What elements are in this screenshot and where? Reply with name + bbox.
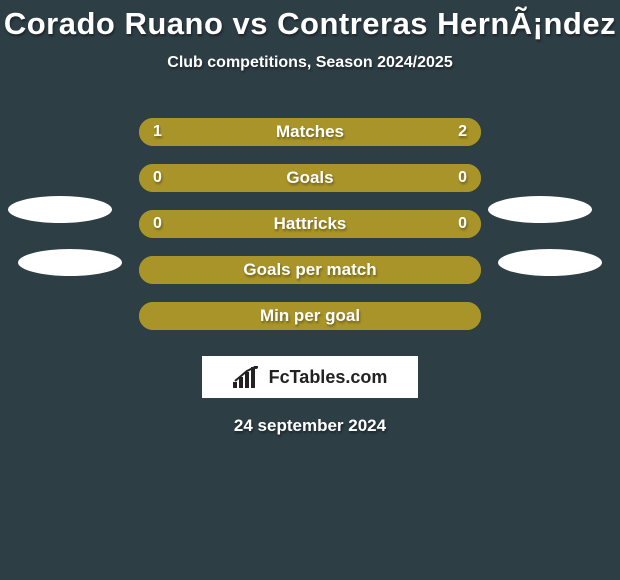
bar-track — [139, 210, 481, 238]
branding-box: FcTables.com — [202, 356, 418, 398]
branding-text: FcTables.com — [269, 367, 388, 388]
avatar-right-2 — [498, 249, 602, 276]
stat-bar: Min per goal — [139, 302, 481, 330]
bar-fill-right — [310, 164, 481, 192]
avatar-left-1 — [8, 196, 112, 223]
bar-fill-left — [139, 256, 481, 284]
page-title: Corado Ruano vs Contreras HernÃ¡ndez — [4, 6, 616, 42]
footer-date: 24 september 2024 — [234, 416, 386, 436]
bar-fill-left — [139, 118, 252, 146]
avatar-left-2 — [18, 249, 122, 276]
bar-fill-left — [139, 210, 310, 238]
bar-fill-left — [139, 302, 481, 330]
fctables-logo-icon — [233, 366, 261, 388]
stat-bar: Matches12 — [139, 118, 481, 146]
stat-bar: Goals00 — [139, 164, 481, 192]
bar-track — [139, 256, 481, 284]
bar-track — [139, 164, 481, 192]
bar-track — [139, 302, 481, 330]
comparison-bars: Matches12 Goals00 Hattricks00 Goals per mat… — [0, 118, 620, 330]
comparison-infographic: Corado Ruano vs Contreras HernÃ¡ndez Clu… — [0, 0, 620, 580]
avatar-right-1 — [488, 196, 592, 223]
bar-track — [139, 118, 481, 146]
bar-fill-right — [252, 118, 481, 146]
bar-fill-right — [310, 210, 481, 238]
page-subtitle: Club competitions, Season 2024/2025 — [167, 54, 452, 72]
bar-fill-left — [139, 164, 310, 192]
stat-bar: Goals per match — [139, 256, 481, 284]
stat-bar: Hattricks00 — [139, 210, 481, 238]
